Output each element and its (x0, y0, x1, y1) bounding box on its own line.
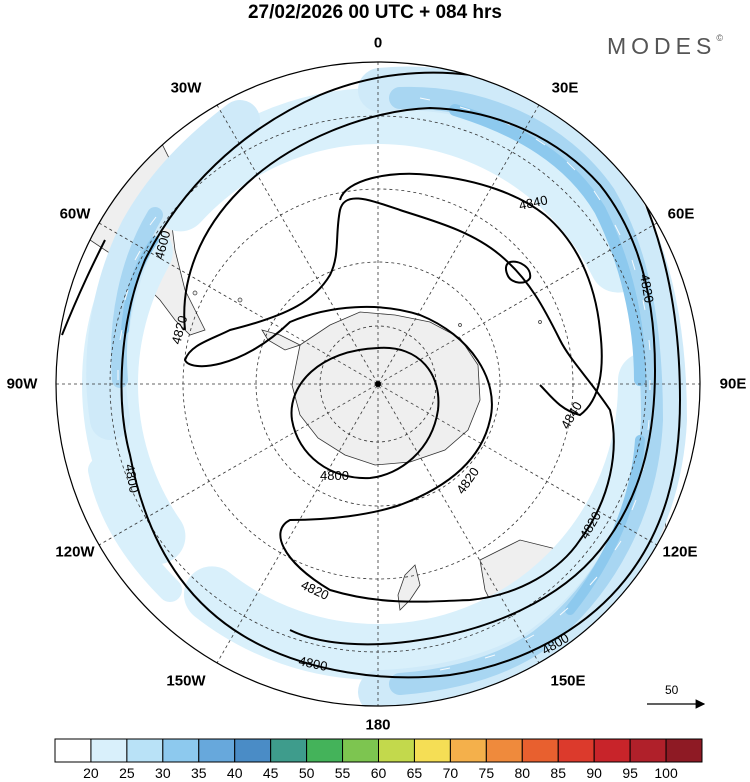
contour-label: 4840 (518, 192, 549, 213)
contour-4840 (339, 172, 603, 417)
contour-4800-inner (290, 346, 440, 480)
longitude-label: 30W (170, 79, 202, 97)
antarctic-peninsula (261, 329, 302, 351)
colorbar-tick-label: 35 (191, 765, 207, 781)
copyright-mark: © (716, 33, 723, 43)
contour-label: 4820 (637, 273, 657, 304)
longitude-label: 180 (365, 716, 391, 734)
reference-vector-label: 50 (665, 683, 679, 697)
longitude-label: 0 (373, 34, 383, 52)
colorbar-tick-label: 30 (155, 765, 171, 781)
colorbar-tick-label: 60 (371, 765, 387, 781)
colorbar-tick-label: 90 (586, 765, 602, 781)
contour-label: 4820 (168, 314, 190, 346)
colorbar-swatch (593, 738, 631, 763)
map-title: 27/02/2026 00 UTC + 084 hrs (247, 2, 503, 23)
colorbar-swatch (378, 738, 415, 763)
colorbar-tick-label: 40 (227, 765, 243, 781)
contour-label: 4800 (297, 653, 328, 674)
colorbar-tick-label: 100 (654, 765, 678, 781)
longitude-label: 120W (55, 543, 95, 561)
colorbar-swatch (234, 738, 272, 763)
contour-label: 4800 (122, 463, 142, 494)
colorbar-tick-label: 45 (263, 765, 279, 781)
colorbar-swatch (198, 738, 236, 763)
colorbar-swatch (162, 738, 200, 763)
map-disk (56, 62, 700, 706)
colorbar-tick-label: 95 (622, 765, 638, 781)
longitude-label: 90E (719, 375, 747, 393)
contour-4800-outer (120, 71, 682, 679)
colorbar-tick-label: 80 (514, 765, 530, 781)
colorbar-swatch (270, 738, 308, 763)
longitude-label: 90W (6, 375, 38, 393)
new-zealand-land (397, 564, 421, 611)
colorbar-tick-label: 25 (119, 765, 135, 781)
colorbar-swatch (342, 738, 379, 763)
contour-4820-inner (183, 197, 615, 603)
south-pole-point (375, 381, 381, 387)
colorbar-tick-label: 20 (83, 765, 99, 781)
colorbar-tick-label: 70 (443, 765, 459, 781)
longitude-label: 150E (550, 672, 586, 690)
colorbar-swatch (306, 738, 344, 763)
longitude-label: 30E (551, 79, 579, 97)
contour-4820-outer (183, 106, 657, 646)
colorbar: 20 25 30 35 40 45 50 55 60 65 70 75 80 85 90 95 100 (54, 738, 703, 781)
contour-label: 4600 (151, 229, 173, 261)
colorbar-swatch (449, 738, 487, 763)
colorbar-tick-label: 65 (407, 765, 423, 781)
colorbar-swatch (557, 738, 595, 763)
brand-name: MODES (607, 33, 717, 59)
longitude-label: 60W (59, 205, 91, 223)
colorbar-swatch (665, 738, 703, 763)
colorbar-tick-label: 50 (299, 765, 315, 781)
contour-4600-south-america (61, 239, 106, 336)
colorbar-swatch (90, 738, 128, 763)
colorbar-swatch (413, 738, 451, 763)
colorbar-swatch (629, 738, 667, 763)
colorbar-swatch (126, 738, 164, 763)
islands (192, 290, 542, 327)
colorbar-tick-label: 55 (335, 765, 351, 781)
longitude-label: 150W (166, 672, 206, 690)
map-boundary (55, 61, 701, 707)
colorbar-swatch (521, 738, 559, 763)
colorbar-tick-label: 75 (479, 765, 495, 781)
contour-label: 4800 (320, 468, 349, 483)
contour-4840-small (504, 260, 532, 284)
longitude-label: 60E (667, 205, 695, 223)
colorbar-swatch (485, 738, 523, 763)
brand-logo: MODES© (607, 33, 723, 60)
colorbar-swatch (54, 738, 92, 763)
colorbar-tick-label: 85 (550, 765, 566, 781)
longitude-label: 120E (662, 543, 698, 561)
